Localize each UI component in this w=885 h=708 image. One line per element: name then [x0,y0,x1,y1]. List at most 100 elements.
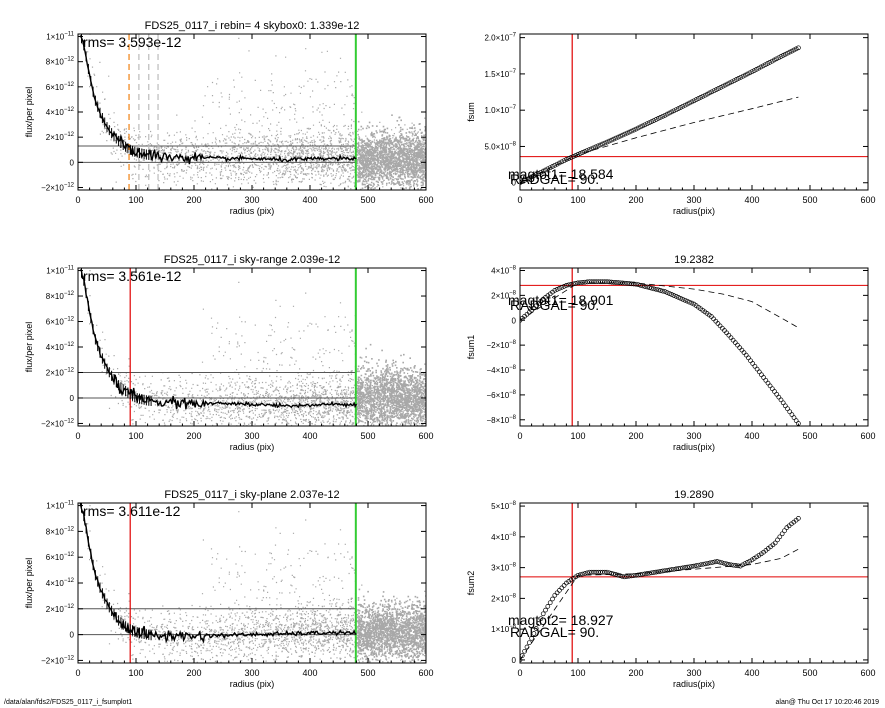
y-tick-label: 8×10−12 [46,57,75,67]
x-tick-label: 100 [128,431,143,441]
data-point [564,580,569,586]
data-point [707,90,712,96]
data-point [772,389,777,394]
y-tick-exponent: −12 [64,604,75,610]
data-point [611,136,617,142]
data-point [682,297,688,303]
data-point [754,554,759,560]
y-tick-label: 1×10−11 [46,501,74,511]
data-point [531,173,537,179]
data-point [606,138,612,144]
x-tick-label: 600 [418,668,433,678]
x-axis-label: radius (pix) [230,442,275,452]
x-tick-label: 100 [570,195,585,205]
data-point [721,560,727,566]
panel-profile-3: 0 100 200 300 400 500 600−2×10−1202×10−124×10−… [24,489,434,689]
data-point [629,281,634,287]
x-tick-label: 400 [744,195,759,205]
x-tick-label: 100 [128,195,143,205]
x-tick-label: 0 [517,431,522,441]
data-point [698,95,704,100]
y-tick-base: −8×10 [486,416,509,425]
y-tick-label: 6×10−12 [46,82,75,92]
data-point [763,377,769,383]
data-point [742,72,748,78]
y-tick-base: 8×10 [46,58,65,67]
y-tick-base: 4×10 [46,343,65,352]
y-tick-base: 6×10 [46,318,65,327]
data-point [660,568,666,574]
y-tick-label: 2×10−12 [46,367,75,377]
y-tick-label: 0 [70,631,75,640]
data-point [689,300,695,306]
data-point [619,573,625,579]
panel-fsum1: 0 100 200 300 400 500 600−8×10−8−6×10−8−4×10−8… [466,254,876,452]
data-point [749,69,755,75]
data-point [738,74,744,80]
data-point [554,161,560,167]
y-tick-label: −2×10−12 [41,182,75,192]
y-tick-exponent: −8 [509,415,517,421]
data-point [767,60,773,65]
data-point [662,289,668,294]
data-point [559,285,565,290]
data-point [568,577,574,583]
data-point [573,574,579,580]
data-point [561,583,567,588]
error-bars [81,34,152,161]
data-point [552,288,558,293]
data-point [754,366,760,372]
y-tick-base: 8×10 [46,292,65,301]
data-point [589,146,594,152]
data-point [604,139,610,145]
x-axis-label: radius (pix) [230,679,275,689]
x-tick-label: 200 [628,195,643,205]
data-point [779,531,785,537]
x-tick-label: 600 [860,431,875,441]
y-tick-label: 1×10−8 [491,624,517,634]
x-axis-label: radius(pix) [673,679,715,689]
x-axis-label: radius(pix) [673,206,715,216]
data-point [742,561,748,566]
data-point [533,626,539,631]
panel-title: FDS25_0117_i sky-plane 2.037e-12 [164,489,339,501]
data-point [638,572,643,577]
y-tick-base: 5.0×10 [484,142,509,151]
data-point [676,106,681,111]
data-point [667,567,672,573]
data-point [540,168,546,174]
data-point [684,564,690,570]
data-point [745,560,750,565]
data-point [749,557,755,563]
data-point [629,128,634,134]
profile-line [79,503,357,644]
data-point [575,152,581,157]
x-axis-label: radius (pix) [230,206,275,216]
data-point [711,316,716,322]
data-point [751,68,757,73]
y-tick-base: 1×10 [491,625,510,634]
data-point [664,567,670,573]
data-point [651,118,657,123]
x-tick-label: 200 [186,431,201,441]
data-point [617,573,623,579]
data-point [620,132,625,138]
x-tick-label: 0 [517,195,522,205]
data-point [746,355,751,361]
radgal-annotation: RADGAL= 90. [510,624,599,640]
y-tick-base: 2×10 [491,594,510,603]
plot-area [78,268,426,426]
y-tick-exponent: −12 [64,655,75,661]
data-point [756,369,762,375]
data-point [655,287,661,293]
data-point [669,567,675,572]
scatter-points [81,34,426,190]
data-point [543,607,548,613]
data-point [791,415,797,420]
y-tick-exponent: −7 [509,105,517,111]
y-tick-exponent: −11 [64,32,74,38]
y-tick-exponent: −12 [64,182,75,188]
y-tick-exponent: −12 [64,132,75,138]
y-tick-exponent: −8 [509,365,517,371]
data-point [624,574,630,579]
